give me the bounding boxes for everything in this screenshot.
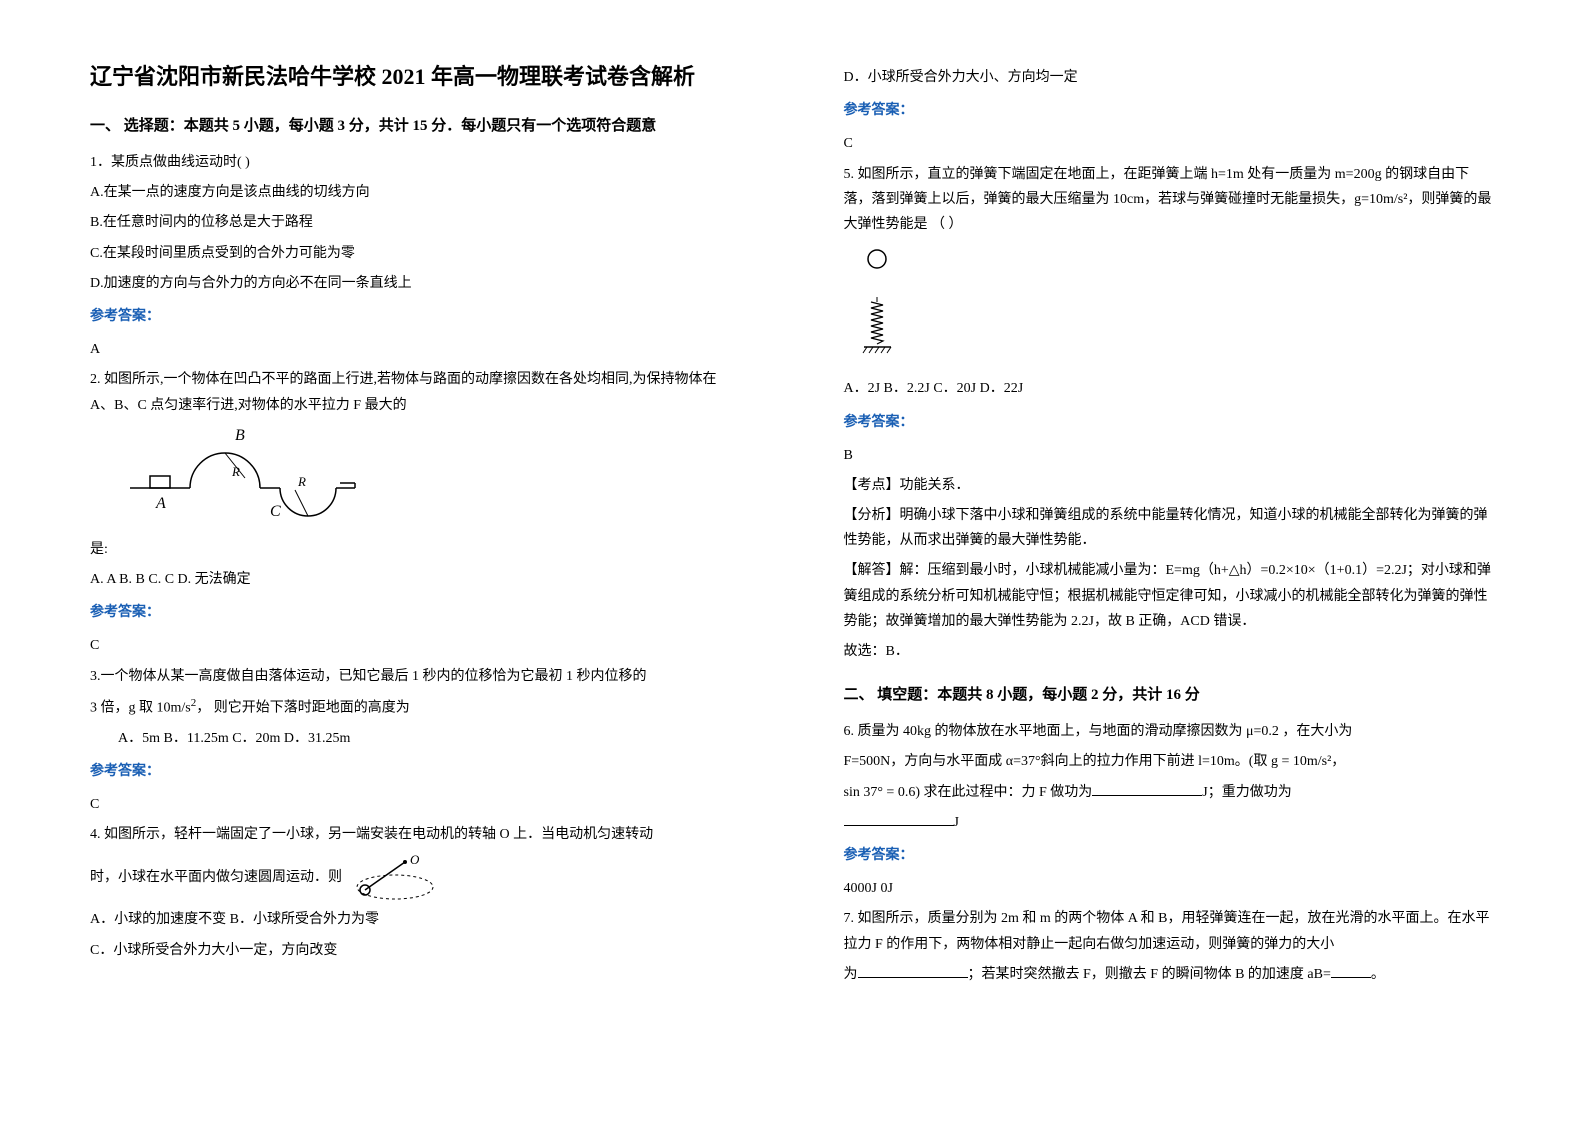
q6-answer: 4000J 0J bbox=[844, 876, 1498, 901]
q2-answer: C bbox=[90, 633, 744, 658]
q3-answer: C bbox=[90, 792, 744, 817]
q1-stem: 1．某质点做曲线运动时( ) bbox=[90, 150, 744, 175]
q4-stem: 4. 如图所示，轻杆一端固定了一小球，另一端安装在电动机的转轴 O 上．当电动机… bbox=[90, 822, 744, 847]
q3-stem-line2: 3 倍，g 取 10m/s2， 则它开始下落时距地面的高度为 bbox=[90, 694, 744, 721]
q4-answer-label: 参考答案： bbox=[844, 98, 1498, 123]
q1-answer-label: 参考答案： bbox=[90, 304, 744, 329]
q7-blank2 bbox=[1331, 964, 1371, 978]
q6-stem: 6. 质量为 40kg 的物体放在水平地面上，与地面的滑动摩擦因数为 μ=0.2… bbox=[844, 719, 1498, 744]
q5-answer: B bbox=[844, 443, 1498, 468]
q7-stem-part4: 。 bbox=[1371, 967, 1385, 982]
q4-option-ab: A．小球的加速度不变 B．小球所受合外力为零 bbox=[90, 907, 744, 932]
q2-stem: 2. 如图所示,一个物体在凹凸不平的路面上行进,若物体与路面的动摩擦因数在各处均… bbox=[90, 367, 744, 417]
q6-stem-line4: J bbox=[844, 810, 1498, 835]
q5-point: 【考点】功能关系． bbox=[844, 473, 1498, 498]
q7-stem-part2: 为 bbox=[844, 967, 858, 982]
q5-stem: 5. 如图所示，直立的弹簧下端固定在地面上，在距弹簧上端 h=1m 处有一质量为… bbox=[844, 162, 1498, 238]
q4-stem2: 时，小球在水平面内做匀速圆周运动．则 bbox=[90, 865, 342, 890]
q5-select: 故选：B． bbox=[844, 639, 1498, 664]
q7-stem-part3: ；若某时突然撤去 F，则撤去 F 的瞬间物体 B 的加速度 aB= bbox=[968, 967, 1331, 982]
q7-stem1: 7. 如图所示，质量分别为 2m 和 m 的两个物体 A 和 B，用轻弹簧连在一… bbox=[844, 906, 1498, 956]
q2-after: 是: bbox=[90, 537, 744, 562]
q4-answer: C bbox=[844, 131, 1498, 156]
q6-stem-line2: F=500N，方向与水平面成 α=37°斜向上的拉力作用下前进 l=10m。(取… bbox=[844, 749, 1498, 774]
q5-answer-label: 参考答案： bbox=[844, 410, 1498, 435]
q1-option-c: C.在某段时间里质点受到的合外力可能为零 bbox=[90, 241, 744, 266]
q3-stem-part1: 3.一个物体从某一高度做自由落体运动，已知它最后 1 秒内的位移恰为它最初 1 … bbox=[90, 669, 647, 684]
q6-formula-g: g = 10m/s² bbox=[1271, 754, 1331, 769]
q6-stem-part1: 6. 质量为 40kg 的物体放在水平地面上，与地面的滑动摩擦因数为 μ=0.2… bbox=[844, 724, 1353, 739]
q4-option-d: D．小球所受合外力大小、方向均一定 bbox=[844, 65, 1498, 90]
q6-formula-sin: sin 37° = 0.6 bbox=[844, 785, 916, 800]
diagram-label-b: B bbox=[235, 428, 245, 444]
q3-options: A．5m B．11.25m C．20m D．31.25m bbox=[118, 726, 744, 751]
svg-text:O: O bbox=[410, 852, 420, 867]
q6-stem-part4: J；重力做功为 bbox=[1202, 785, 1291, 800]
q1-option-d: D.加速度的方向与合外力的方向必不在同一条直线上 bbox=[90, 271, 744, 296]
q2-diagram: B R R A C bbox=[120, 428, 744, 527]
q4-diagram: O bbox=[350, 852, 440, 902]
q6-blank1 bbox=[1092, 782, 1202, 796]
q5-diagram bbox=[859, 247, 1498, 366]
q1-option-a: A.在某一点的速度方向是该点曲线的切线方向 bbox=[90, 180, 744, 205]
q5-solve: 【解答】解：压缩到最小时，小球机械能减小量为：E=mg（h+△h）=0.2×10… bbox=[844, 558, 1498, 634]
q2-options: A. A B. B C. C D. 无法确定 bbox=[90, 567, 744, 592]
q6-stem-line3: sin 37° = 0.6) 求在此过程中：力 F 做功为 J；重力做功为 bbox=[844, 780, 1498, 805]
q6-blank2 bbox=[844, 812, 954, 826]
q6-stem-part5: J bbox=[954, 815, 959, 830]
exam-title: 辽宁省沈阳市新民法哈牛学校 2021 年高一物理联考试卷含解析 bbox=[90, 60, 744, 93]
q1-option-b: B.在任意时间内的位移总是大于路程 bbox=[90, 210, 744, 235]
q6-stem-part3: ) 求在此过程中：力 F 做功为 bbox=[915, 785, 1092, 800]
q5-options: A．2J B．2.2J C．20J D．22J bbox=[844, 376, 1498, 401]
q1-answer: A bbox=[90, 337, 744, 362]
svg-text:C: C bbox=[270, 503, 281, 518]
q7-blank1 bbox=[858, 964, 968, 978]
section2-title: 二、 填空题：本题共 8 小题，每小题 2 分，共计 16 分 bbox=[844, 682, 1498, 709]
q6-stem-part2b: ， bbox=[1331, 754, 1345, 769]
svg-text:A: A bbox=[155, 495, 166, 512]
q4-option-c: C．小球所受合外力大小一定，方向改变 bbox=[90, 938, 744, 963]
section1-title: 一、 选择题：本题共 5 小题，每小题 3 分，共计 15 分．每小题只有一个选… bbox=[90, 113, 744, 140]
q6-answer-label: 参考答案： bbox=[844, 843, 1498, 868]
q6-stem-part2: F=500N，方向与水平面成 α=37°斜向上的拉力作用下前进 l=10m。(取 bbox=[844, 754, 1268, 769]
q7-stem-line2: 为 ；若某时突然撤去 F，则撤去 F 的瞬间物体 B 的加速度 aB= 。 bbox=[844, 962, 1498, 987]
q3-stem-part3: ， 则它开始下落时距地面的高度为 bbox=[196, 700, 410, 715]
svg-text:R: R bbox=[297, 474, 306, 489]
q2-answer-label: 参考答案： bbox=[90, 600, 744, 625]
svg-text:R: R bbox=[231, 464, 240, 479]
q3-stem-part2: 3 倍，g 取 10m/s bbox=[90, 700, 191, 715]
q3-stem: 3.一个物体从某一高度做自由落体运动，已知它最后 1 秒内的位移恰为它最初 1 … bbox=[90, 664, 744, 689]
q5-analysis: 【分析】明确小球下落中小球和弹簧组成的系统中能量转化情况，知道小球的机械能全部转… bbox=[844, 503, 1498, 553]
q3-answer-label: 参考答案： bbox=[90, 759, 744, 784]
q4-stem-text: 4. 如图所示，轻杆一端固定了一小球，另一端安装在电动机的转轴 O 上．当电动机… bbox=[90, 827, 653, 842]
